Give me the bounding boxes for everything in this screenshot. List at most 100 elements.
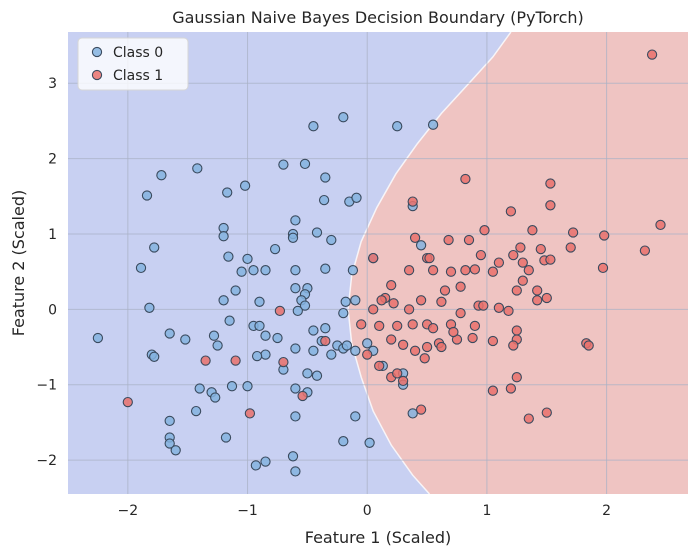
x-tick-label: 1 — [482, 503, 491, 519]
data-point — [222, 187, 233, 198]
y-axis-label: Feature 2 (Scaled) — [9, 190, 28, 337]
data-point — [448, 326, 459, 338]
y-tick-label: −2 — [36, 453, 57, 469]
data-point — [320, 323, 331, 334]
data-point — [92, 332, 104, 344]
data-point — [149, 351, 160, 362]
legend-marker — [91, 69, 103, 81]
series-class-0 — [92, 112, 439, 477]
data-point — [392, 320, 403, 332]
data-point — [218, 295, 229, 306]
data-point — [341, 340, 353, 351]
data-point — [479, 225, 490, 236]
data-point — [362, 338, 373, 349]
data-point — [260, 330, 271, 341]
data-point — [260, 456, 271, 467]
data-point — [194, 383, 205, 394]
data-point — [149, 242, 160, 253]
data-point — [409, 345, 421, 356]
data-point — [493, 257, 505, 268]
legend: Class 0 Class 1 — [77, 37, 189, 91]
data-point — [407, 319, 418, 330]
data-point — [272, 332, 283, 344]
data-point — [460, 173, 471, 185]
y-tick-label: 1 — [48, 227, 57, 243]
data-point — [244, 408, 256, 419]
data-point — [508, 249, 519, 261]
data-point — [407, 408, 418, 419]
data-point — [508, 340, 519, 351]
data-point — [505, 383, 517, 394]
data-point — [308, 345, 319, 356]
data-point — [239, 180, 251, 191]
data-point — [164, 438, 175, 449]
data-point — [320, 335, 331, 347]
data-point — [517, 257, 528, 268]
data-point — [455, 281, 466, 292]
legend-marker — [91, 46, 103, 58]
data-point — [326, 349, 337, 360]
data-point — [278, 356, 289, 368]
data-point — [388, 298, 399, 309]
decision-boundary-line — [347, 32, 512, 494]
data-point — [439, 285, 451, 296]
data-point — [511, 372, 522, 383]
data-point — [135, 262, 147, 274]
data-point — [311, 227, 323, 238]
data-point — [290, 215, 301, 226]
data-point — [493, 302, 505, 313]
data-point — [487, 385, 499, 396]
data-point — [427, 323, 439, 334]
data-point — [583, 340, 594, 351]
data-point — [164, 415, 175, 427]
data-point — [597, 262, 609, 274]
data-point — [455, 307, 466, 319]
data-point — [445, 266, 457, 277]
data-point — [427, 265, 439, 276]
data-point — [415, 295, 427, 306]
data-point — [242, 381, 253, 392]
data-point — [338, 112, 349, 123]
data-point — [297, 390, 308, 402]
data-point — [242, 253, 253, 265]
data-point — [443, 234, 454, 246]
data-point — [122, 396, 133, 408]
data-point — [362, 349, 373, 360]
data-point — [260, 265, 271, 276]
data-point — [338, 307, 349, 319]
data-point — [655, 219, 666, 231]
data-point — [170, 445, 181, 456]
x-tick-label: −1 — [237, 503, 258, 519]
data-point — [164, 328, 175, 339]
data-point — [290, 466, 301, 477]
data-point — [545, 178, 556, 189]
data-point — [230, 285, 241, 296]
data-point — [532, 295, 543, 306]
data-point — [290, 265, 301, 276]
data-point — [460, 265, 471, 276]
data-point — [599, 230, 610, 241]
data-point — [302, 368, 313, 379]
data-point — [269, 243, 281, 255]
data-point — [541, 292, 552, 304]
data-point — [392, 121, 403, 132]
plot-clip-group — [68, 32, 688, 494]
data-point — [208, 330, 220, 341]
data-point — [290, 343, 301, 354]
data-point — [478, 300, 489, 311]
y-tick-label: 0 — [48, 302, 57, 318]
data-point — [436, 296, 447, 307]
data-point — [224, 315, 235, 326]
data-point — [386, 334, 397, 345]
data-point — [503, 305, 514, 317]
data-point — [254, 320, 265, 332]
data-point — [144, 302, 155, 313]
data-point — [397, 339, 409, 350]
data-point — [223, 251, 234, 262]
data-point — [226, 381, 238, 392]
data-point — [210, 392, 221, 403]
data-point — [318, 194, 330, 206]
data-point — [392, 368, 403, 379]
data-point — [274, 305, 286, 317]
x-axis-label: Feature 1 (Scaled) — [305, 528, 452, 547]
